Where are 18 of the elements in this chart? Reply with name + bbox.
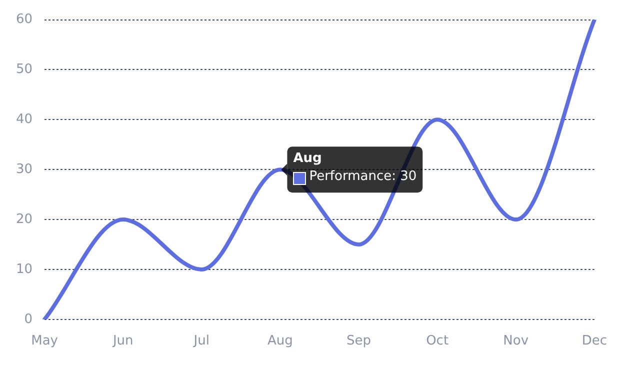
y-tick-label: 40 <box>16 112 33 128</box>
x-tick-label: Jun <box>112 334 134 349</box>
x-tick-label: Jul <box>192 334 210 349</box>
y-tick-label: 20 <box>16 212 33 227</box>
y-tick-label: 50 <box>16 62 33 78</box>
x-tick-label: Dec <box>582 334 607 349</box>
y-tick-label: 10 <box>16 262 33 277</box>
x-tick-label: Aug <box>268 334 293 349</box>
x-tick-label: Oct <box>426 334 449 349</box>
y-tick-label: 30 <box>16 162 33 177</box>
y-tick-label: 60 <box>16 12 33 28</box>
annotation: Performance: 30 <box>309 168 417 184</box>
x-tick-label: Nov <box>503 334 529 349</box>
line-series <box>42 20 596 320</box>
x-tick-label: Sep <box>346 334 372 349</box>
x-tick-label: May <box>31 334 58 349</box>
annotation: Aug <box>293 150 322 166</box>
y-tick-label: 0 <box>24 312 33 327</box>
